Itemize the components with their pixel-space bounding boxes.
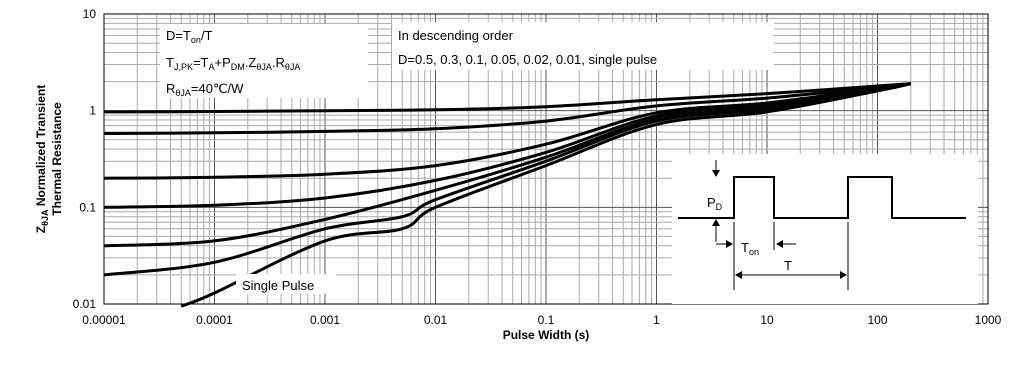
period-label: T	[784, 258, 792, 273]
y-tick-label: 10	[83, 7, 97, 21]
y-tick-label: 0.01	[73, 297, 97, 311]
order-box-bg	[392, 22, 774, 70]
period-arrowhead-left	[735, 271, 742, 279]
pd-label: PD	[707, 195, 723, 212]
rth-formula: RθJA=40℃/W	[166, 81, 244, 98]
single-pulse-label-group: Single Pulse	[236, 274, 336, 294]
y-axis-title-z: Z	[34, 226, 48, 233]
y-tick-label: 0.1	[79, 200, 96, 214]
series-line	[180, 82, 912, 308]
series-group	[103, 82, 912, 308]
x-tick-label: 100	[867, 313, 887, 327]
order-box: In descending order D=0.5, 0.3, 0.1, 0.0…	[392, 22, 774, 70]
x-tick-label: 10	[760, 313, 774, 327]
x-tick-label: 0.1	[538, 313, 555, 327]
ton-label: Ton	[741, 240, 759, 257]
x-axis-title: Pulse Width (s)	[503, 328, 590, 342]
x-tick-label: 1	[653, 313, 660, 327]
pulse-diagram: PD Ton T	[672, 154, 978, 304]
ton-arrowhead-left	[726, 240, 733, 248]
pd-arrowhead-bottom	[712, 219, 720, 226]
y-axis-title: ZθJA Normalized Transient Thermal Resist…	[34, 85, 64, 233]
series-line	[103, 82, 911, 135]
y-tick-label: 1	[89, 104, 96, 118]
series-line	[103, 82, 912, 277]
order-line-2: D=0.5, 0.3, 0.1, 0.05, 0.02, 0.01, singl…	[398, 52, 657, 67]
y-axis-title-line2: Thermal Resistance	[50, 102, 64, 216]
pulse-train	[678, 176, 966, 219]
pulse-diagram-bg	[672, 154, 978, 304]
x-tick-label: 1000	[975, 313, 1002, 327]
y-axis-title-sub: θJA	[40, 209, 50, 226]
x-tick-label: 0.0001	[196, 313, 233, 327]
x-tick-label: 0.01	[424, 313, 448, 327]
pd-arrowhead-top	[712, 170, 720, 177]
d-formula: D=Ton/T	[166, 28, 213, 45]
formula-box-bg	[160, 24, 368, 98]
plot-frame	[103, 13, 989, 305]
x-tick-label: 0.001	[310, 313, 340, 327]
ton-arrowhead-right	[776, 240, 783, 248]
period-arrowhead-right	[840, 271, 847, 279]
series-line	[103, 82, 911, 114]
svg-text:ZθJA Normalized Transient: ZθJA Normalized Transient	[34, 85, 50, 233]
tick-labels: 0.00001 0.0001 0.001 0.01 0.1 1 10 100 1000 0.01 0…	[73, 7, 1002, 327]
order-line-1: In descending order	[398, 28, 514, 43]
y-axis-title-rest: Normalized Transient	[34, 85, 48, 210]
single-pulse-label: Single Pulse	[242, 278, 314, 293]
single-pulse-label-bg	[236, 274, 336, 294]
x-tick-label: 0.00001	[82, 313, 126, 327]
formula-box: D=Ton/T TJ,PK=TA+PDM.ZθJA.RθJA RθJA=40℃/…	[160, 24, 368, 98]
tj-formula: TJ,PK=TA+PDM.ZθJA.RθJA	[166, 55, 300, 72]
series-line	[103, 82, 912, 209]
